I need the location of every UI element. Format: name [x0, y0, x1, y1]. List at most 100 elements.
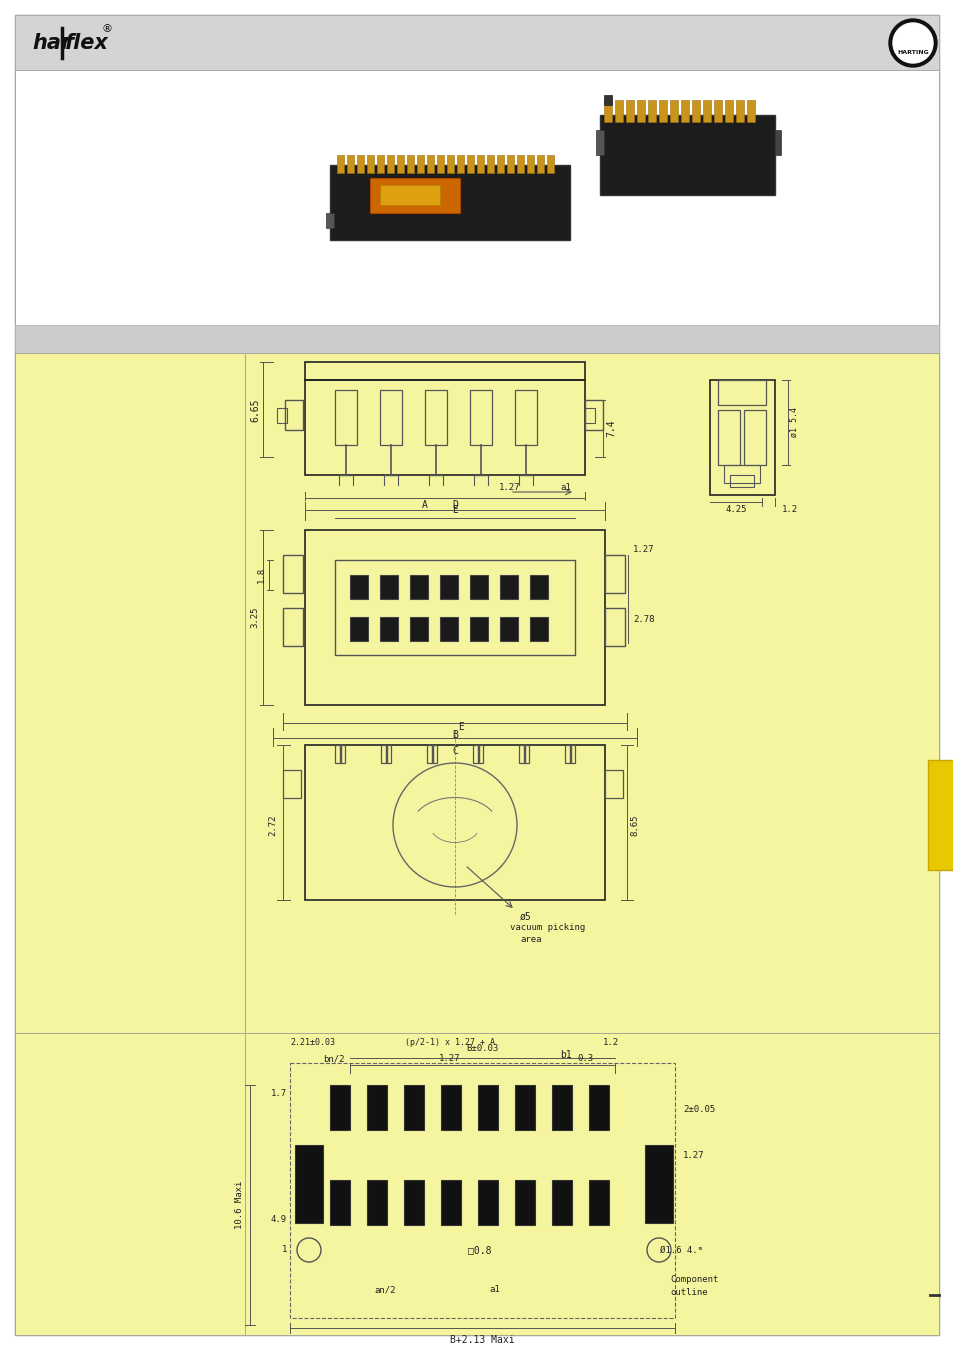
- Text: B: B: [452, 730, 457, 740]
- Bar: [473, 745, 482, 763]
- Bar: [305, 379, 584, 475]
- Bar: [927, 760, 953, 869]
- Bar: [410, 575, 428, 599]
- Bar: [526, 155, 534, 173]
- Bar: [294, 1145, 323, 1223]
- Bar: [15, 352, 938, 1033]
- Text: 1.27: 1.27: [633, 545, 654, 555]
- Bar: [588, 1180, 608, 1224]
- Text: □0.8: □0.8: [468, 1245, 491, 1256]
- Text: C: C: [452, 747, 457, 756]
- Text: E: E: [457, 722, 463, 732]
- Text: A: A: [421, 500, 428, 510]
- Bar: [432, 745, 434, 763]
- Text: 4.25: 4.25: [724, 505, 746, 514]
- Text: area: area: [519, 936, 541, 945]
- Text: bn/2: bn/2: [323, 1054, 344, 1062]
- Bar: [506, 155, 514, 173]
- Bar: [729, 475, 753, 487]
- Bar: [497, 155, 503, 173]
- Bar: [499, 575, 517, 599]
- Bar: [407, 155, 414, 173]
- Text: 7.4: 7.4: [605, 420, 616, 437]
- Bar: [552, 1085, 572, 1130]
- Text: Ø1.6 4.ᵐ: Ø1.6 4.ᵐ: [659, 1246, 702, 1254]
- Bar: [680, 100, 688, 122]
- Text: har-flex: har-flex: [935, 792, 945, 838]
- Bar: [427, 745, 436, 763]
- Text: a1: a1: [559, 483, 570, 493]
- Text: 2.21±0.03: 2.21±0.03: [290, 1038, 335, 1048]
- Bar: [735, 100, 743, 122]
- Bar: [530, 617, 547, 641]
- Bar: [379, 185, 439, 205]
- Bar: [713, 100, 721, 122]
- Text: an/2: an/2: [374, 1285, 395, 1295]
- Text: 2±0.05: 2±0.05: [682, 1106, 715, 1115]
- Bar: [723, 464, 760, 483]
- Bar: [470, 617, 488, 641]
- Text: 1.27: 1.27: [498, 483, 520, 493]
- Bar: [379, 575, 397, 599]
- Bar: [336, 155, 344, 173]
- Bar: [15, 1033, 938, 1335]
- Text: vacuum picking: vacuum picking: [510, 923, 584, 933]
- Bar: [335, 560, 575, 655]
- Text: 1.27: 1.27: [438, 1054, 460, 1062]
- Text: flex: flex: [65, 32, 109, 53]
- Bar: [644, 1145, 672, 1223]
- Bar: [537, 155, 543, 173]
- Bar: [604, 555, 624, 593]
- Bar: [379, 390, 401, 446]
- Bar: [350, 617, 368, 641]
- Bar: [285, 400, 303, 431]
- Bar: [604, 608, 624, 647]
- Text: 2.72: 2.72: [268, 814, 277, 836]
- Bar: [523, 745, 525, 763]
- Bar: [335, 390, 356, 446]
- Text: 1.2: 1.2: [781, 505, 798, 514]
- Bar: [283, 769, 301, 798]
- Bar: [515, 390, 537, 446]
- Bar: [15, 70, 938, 325]
- Text: 8.65: 8.65: [630, 814, 639, 836]
- Text: (p/2-1) x 1.27 + A: (p/2-1) x 1.27 + A: [405, 1038, 495, 1048]
- Bar: [499, 617, 517, 641]
- Bar: [376, 155, 384, 173]
- Bar: [380, 745, 391, 763]
- Text: B±0.03: B±0.03: [465, 1044, 497, 1053]
- Text: 1.27: 1.27: [682, 1150, 703, 1160]
- Text: 1.2: 1.2: [602, 1038, 618, 1048]
- Text: har: har: [32, 32, 71, 53]
- Circle shape: [888, 19, 936, 68]
- Bar: [290, 1062, 675, 1318]
- Bar: [379, 617, 397, 641]
- Bar: [403, 1180, 423, 1224]
- Bar: [15, 15, 938, 70]
- Bar: [396, 155, 403, 173]
- Bar: [691, 100, 700, 122]
- Text: B+2.13 Maxi: B+2.13 Maxi: [449, 1335, 514, 1345]
- Bar: [774, 130, 781, 155]
- Bar: [659, 100, 666, 122]
- Text: 1.8: 1.8: [256, 567, 265, 583]
- Text: D: D: [452, 500, 457, 510]
- Text: HARTING: HARTING: [896, 50, 928, 55]
- Bar: [596, 130, 603, 155]
- Bar: [709, 379, 774, 495]
- Bar: [647, 100, 656, 122]
- Bar: [470, 390, 492, 446]
- Bar: [456, 155, 463, 173]
- Bar: [283, 555, 303, 593]
- Bar: [470, 575, 488, 599]
- Bar: [467, 155, 474, 173]
- Text: 2.78: 2.78: [633, 616, 654, 625]
- Bar: [637, 100, 644, 122]
- Bar: [486, 155, 494, 173]
- Bar: [367, 1085, 387, 1130]
- Bar: [477, 1085, 497, 1130]
- Bar: [447, 155, 454, 173]
- Text: a1: a1: [489, 1285, 500, 1295]
- Bar: [424, 390, 447, 446]
- Bar: [339, 745, 341, 763]
